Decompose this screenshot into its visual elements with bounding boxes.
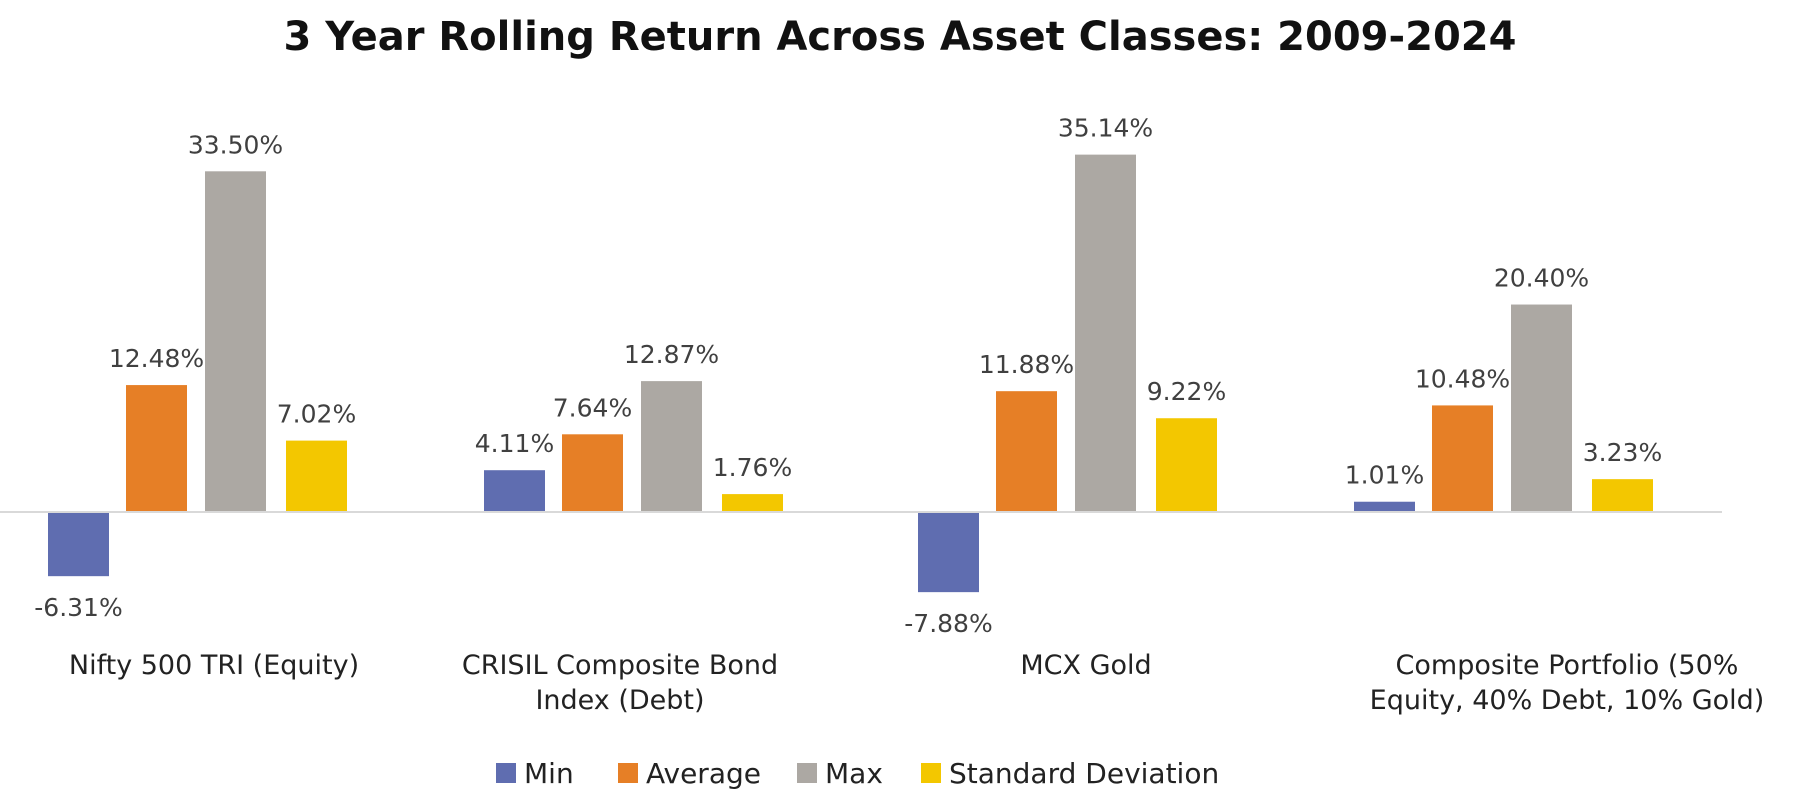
bar-min-2 xyxy=(484,470,545,512)
chart-title: 3 Year Rolling Return Across Asset Class… xyxy=(283,14,1517,60)
bar-standard-deviation-2 xyxy=(722,494,783,512)
data-label: 1.76% xyxy=(713,453,792,482)
category-labels-layer: Nifty 500 TRI (Equity) CRISIL Composite B… xyxy=(69,650,1764,716)
data-label: -6.31% xyxy=(34,593,122,622)
data-label: 10.48% xyxy=(1415,364,1510,393)
data-label: -7.88% xyxy=(904,609,992,638)
data-label: 20.40% xyxy=(1494,264,1589,293)
data-label: 9.22% xyxy=(1147,377,1226,406)
bar-max-1 xyxy=(205,171,266,512)
category-label: CRISIL Composite Bond xyxy=(462,650,778,681)
data-label: 11.88% xyxy=(979,350,1074,379)
category-label: Equity, 40% Debt, 10% Gold) xyxy=(1370,685,1765,716)
data-label: 35.14% xyxy=(1058,114,1153,143)
bar-min-4 xyxy=(1354,501,1415,512)
bar-min-1 xyxy=(48,512,109,577)
legend-swatch xyxy=(921,763,941,783)
bar-average-3 xyxy=(996,391,1057,512)
data-label: 1.01% xyxy=(1345,461,1424,490)
bar-standard-deviation-4 xyxy=(1592,479,1653,512)
legend-item-min: Min xyxy=(496,757,574,790)
bar-standard-deviation-3 xyxy=(1156,418,1217,512)
category-label: Index (Debt) xyxy=(535,685,704,716)
legend-item-average: Average xyxy=(618,757,761,790)
data-labels-layer: -6.31% 4.11% -7.88% 1.01% 12.48% 7.64% 11.88% 1… xyxy=(34,114,1662,639)
bar-average-2 xyxy=(562,434,623,512)
legend-item-standard-deviation: Standard Deviation xyxy=(921,757,1219,790)
legend: Min Average Max Standard Deviation xyxy=(496,757,1219,790)
bar-max-3 xyxy=(1075,154,1136,512)
bars-layer xyxy=(48,154,1653,593)
legend-label: Average xyxy=(646,757,761,790)
bar-max-4 xyxy=(1511,304,1572,512)
bar-average-4 xyxy=(1432,405,1493,512)
data-label: 33.50% xyxy=(188,130,283,159)
bar-min-3 xyxy=(918,512,979,593)
data-label: 7.64% xyxy=(553,393,632,422)
bar-standard-deviation-1 xyxy=(286,440,347,512)
category-label: Composite Portfolio (50% xyxy=(1396,650,1739,681)
legend-label: Min xyxy=(524,757,574,790)
legend-label: Standard Deviation xyxy=(949,757,1219,790)
bar-average-1 xyxy=(126,385,187,512)
data-label: 7.02% xyxy=(277,400,356,429)
legend-label: Max xyxy=(825,757,883,790)
legend-swatch xyxy=(618,763,638,783)
category-label: Nifty 500 TRI (Equity) xyxy=(69,650,359,681)
bar-max-2 xyxy=(641,381,702,512)
legend-swatch xyxy=(797,763,817,783)
data-label: 4.11% xyxy=(475,429,554,458)
category-label: MCX Gold xyxy=(1020,650,1151,681)
data-label: 3.23% xyxy=(1583,438,1662,467)
legend-item-max: Max xyxy=(797,757,883,790)
data-label: 12.87% xyxy=(624,340,719,369)
data-label: 12.48% xyxy=(109,344,204,373)
legend-swatch xyxy=(496,763,516,783)
